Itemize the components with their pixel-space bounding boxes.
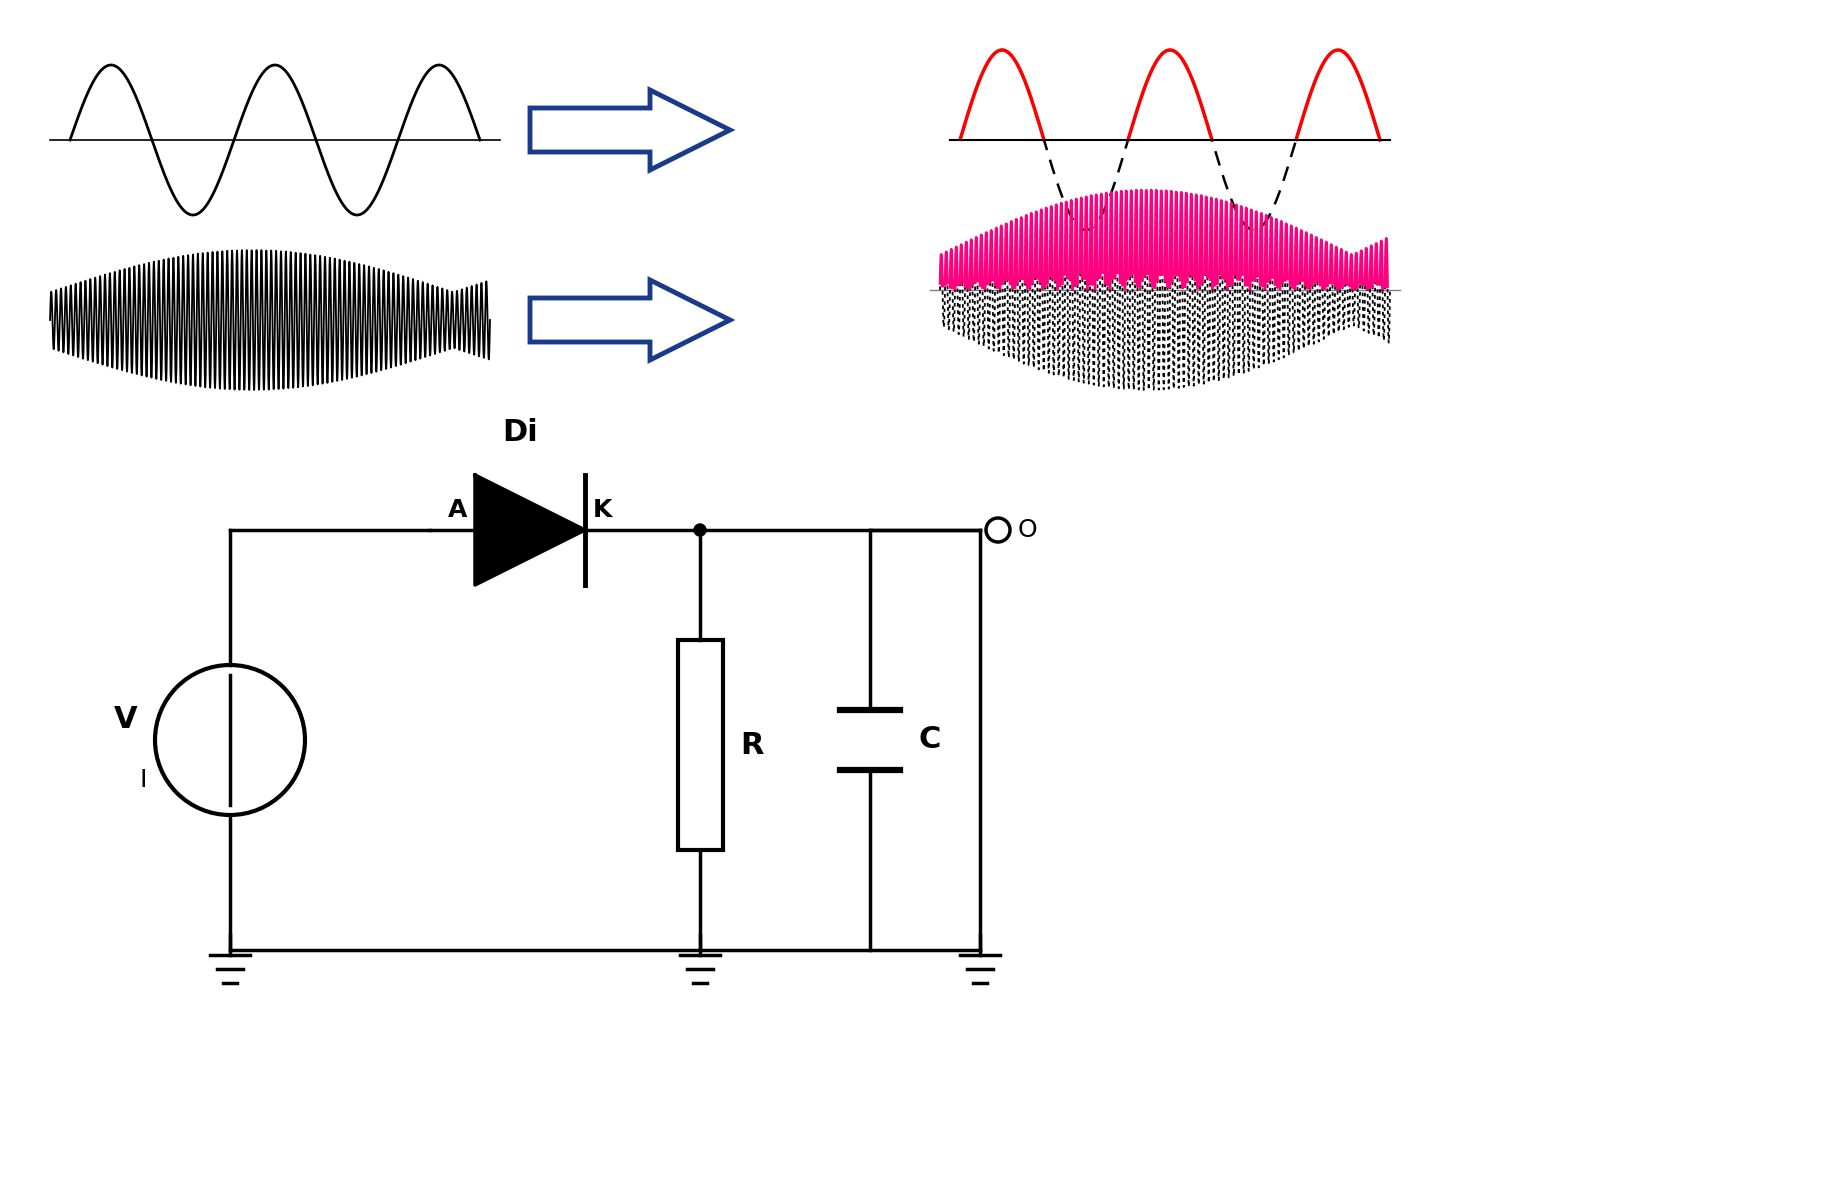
Polygon shape xyxy=(474,476,585,585)
Bar xyxy=(677,640,723,850)
Circle shape xyxy=(694,524,707,536)
Polygon shape xyxy=(530,90,731,170)
Text: O: O xyxy=(1018,518,1037,542)
Text: K: K xyxy=(592,498,613,522)
Polygon shape xyxy=(530,280,731,361)
Text: A: A xyxy=(448,498,467,522)
Text: Di: Di xyxy=(502,417,539,447)
Text: C: C xyxy=(919,726,941,754)
Text: R: R xyxy=(740,731,764,759)
Text: V: V xyxy=(113,706,137,734)
Text: I: I xyxy=(140,769,148,792)
